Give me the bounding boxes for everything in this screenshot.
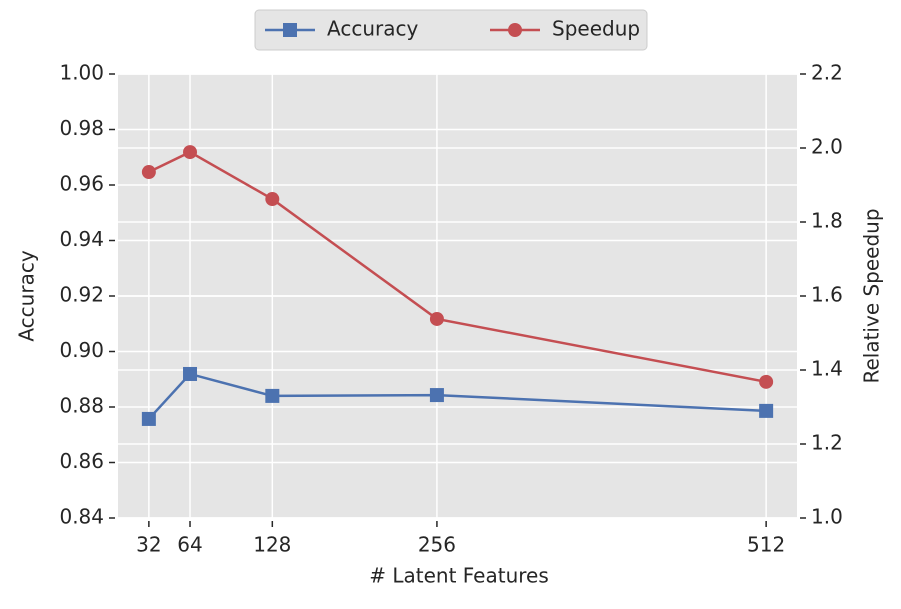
data-point (141, 165, 156, 180)
y-tick-label: 0.96 (59, 172, 104, 196)
data-point (265, 192, 280, 207)
x-tick-label: 256 (418, 533, 456, 557)
y-tick-label: 0.98 (59, 116, 104, 140)
y2-tick-label: 1.6 (811, 283, 843, 307)
legend-label: Speedup (552, 17, 640, 41)
y2-tick-label: 1.8 (811, 209, 843, 233)
y-tick-label: 1.00 (59, 61, 104, 85)
y-axis-label: Accuracy (15, 250, 39, 341)
y2-tick-label: 1.0 (811, 505, 843, 529)
data-point (429, 311, 444, 326)
y-tick-label: 0.90 (59, 338, 104, 362)
x-tick-label: 32 (136, 533, 161, 557)
y2-tick-label: 1.2 (811, 431, 843, 455)
data-point (183, 145, 198, 160)
y-tick-label: 0.88 (59, 394, 104, 418)
y2-tick-label: 2.0 (811, 135, 843, 159)
y2-axis-label: Relative Speedup (860, 208, 884, 383)
data-point (429, 388, 444, 403)
legend-marker (283, 23, 297, 37)
x-tick-label: 64 (177, 533, 202, 557)
data-point (759, 374, 774, 389)
legend-box (254, 9, 648, 51)
y-tick-label: 0.84 (59, 505, 104, 529)
y-tick-label: 0.94 (59, 227, 104, 251)
data-point (265, 388, 280, 403)
y2-tick-label: 1.4 (811, 357, 843, 381)
y2-tick-label: 2.2 (811, 61, 843, 85)
legend-marker (508, 23, 522, 37)
data-point (183, 366, 198, 381)
x-tick-label: 512 (747, 533, 785, 557)
y-tick-label: 0.86 (59, 449, 104, 473)
legend-label: Accuracy (327, 17, 418, 41)
data-point (141, 411, 156, 426)
x-axis-label: # Latent Features (369, 564, 549, 588)
x-tick-label: 128 (253, 533, 291, 557)
data-point (759, 403, 774, 418)
y-tick-label: 0.92 (59, 283, 104, 307)
